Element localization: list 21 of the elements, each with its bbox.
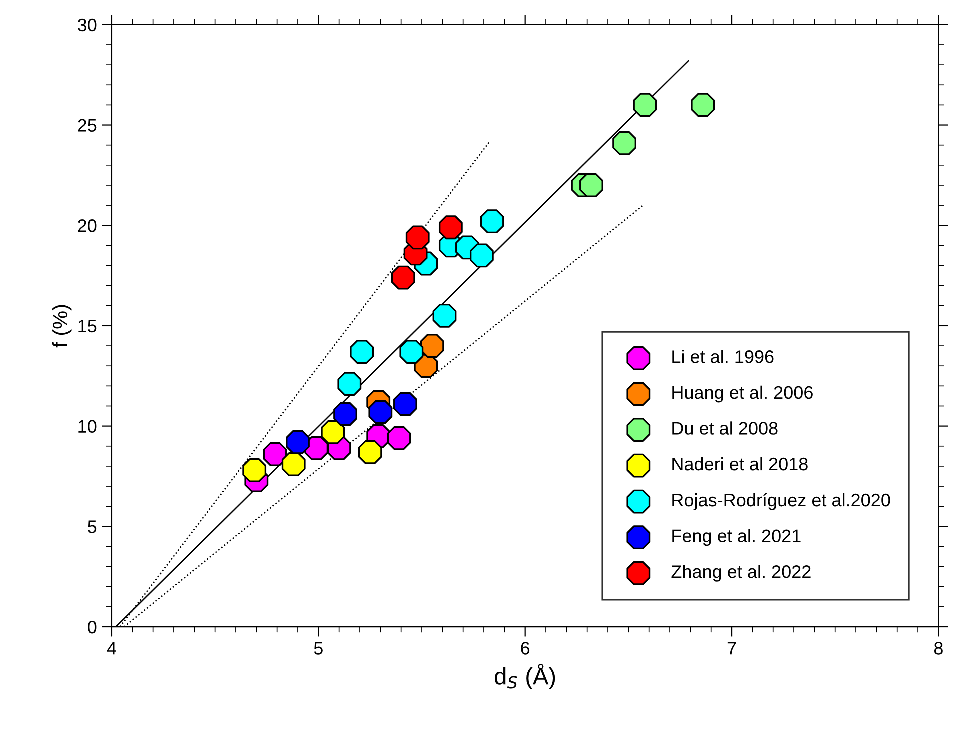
y-tick-label: 25 (78, 119, 97, 132)
y-axis-title: f (%) (52, 305, 72, 348)
x-tick-label: 8 (934, 642, 943, 655)
x-axis-title: d$_{S}$ (Å) (495, 664, 556, 690)
y-tick-label: 15 (78, 320, 97, 333)
x-tick-label: 4 (107, 642, 116, 655)
legend-label: Feng et al. 2021 (672, 529, 801, 546)
legend-label: Huang et al. 2006 (672, 386, 813, 403)
legend-label: Li et al. 1996 (672, 350, 774, 364)
x-tick-label: 5 (314, 642, 323, 655)
legend-label: Naderi et al 2018 (672, 457, 808, 471)
legend-label: Du et al 2008 (672, 422, 778, 435)
y-tick-label: 10 (78, 420, 97, 434)
legend-label: Zhang et al. 2022 (672, 565, 811, 582)
x-tick-label: 7 (728, 642, 736, 655)
y-tick-label: 0 (88, 620, 97, 634)
y-tick-label: 20 (78, 220, 97, 232)
legend-label: Rojas-Rodríguez et al.2020 (672, 493, 890, 510)
y-tick-label: 30 (78, 18, 97, 32)
y-tick-label: 5 (88, 520, 97, 534)
x-tick-label: 6 (521, 642, 530, 655)
